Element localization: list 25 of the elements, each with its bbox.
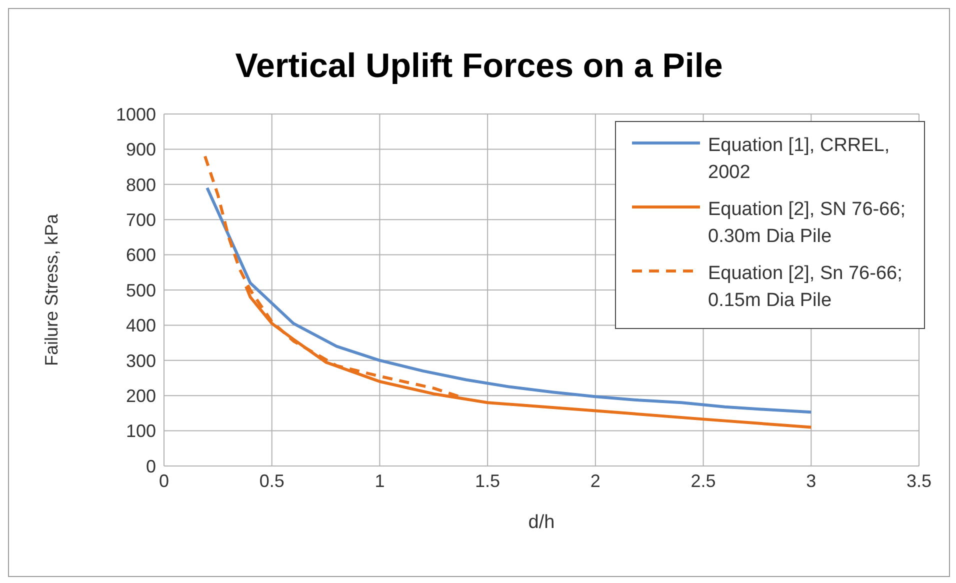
y-tick-label: 900 xyxy=(126,140,156,160)
legend-label: Equation [2], Sn 76-66; 0.15m Dia Pile xyxy=(708,262,904,313)
x-tick-label: 0.5 xyxy=(259,470,284,491)
x-tick-label: 0 xyxy=(158,470,170,491)
y-tick-label: 300 xyxy=(126,350,156,371)
x-tick-label: 2.5 xyxy=(690,470,716,491)
y-tick-label: 500 xyxy=(126,280,156,300)
y-tick-label: 0 xyxy=(146,456,156,476)
x-tick-label: 3 xyxy=(806,470,816,491)
x-axis-title: d/h xyxy=(528,512,555,533)
y-tick-label: 100 xyxy=(126,421,156,442)
y-tick-label: 1000 xyxy=(116,104,156,124)
y-tick-label: 700 xyxy=(126,210,156,230)
chart-title: Vertical Uplift Forces on a Pile xyxy=(234,47,724,86)
y-axis-title: Failure Stress, kPa xyxy=(41,212,62,366)
x-tick-label: 1.5 xyxy=(475,470,500,491)
y-tick-label: 600 xyxy=(126,245,156,266)
legend-label: Equation [2], SN 76-66; 0.30m Dia Pile xyxy=(708,198,907,249)
y-tick-label: 400 xyxy=(126,316,156,336)
x-tick-label: 3.5 xyxy=(906,470,932,491)
y-tick-label: 200 xyxy=(126,386,156,406)
y-tick-label: 800 xyxy=(126,174,156,195)
legend-label: Equation [1], CRREL, 2002 xyxy=(708,134,891,185)
x-tick-label: 1 xyxy=(374,470,385,491)
x-tick-label: 2 xyxy=(590,470,600,491)
